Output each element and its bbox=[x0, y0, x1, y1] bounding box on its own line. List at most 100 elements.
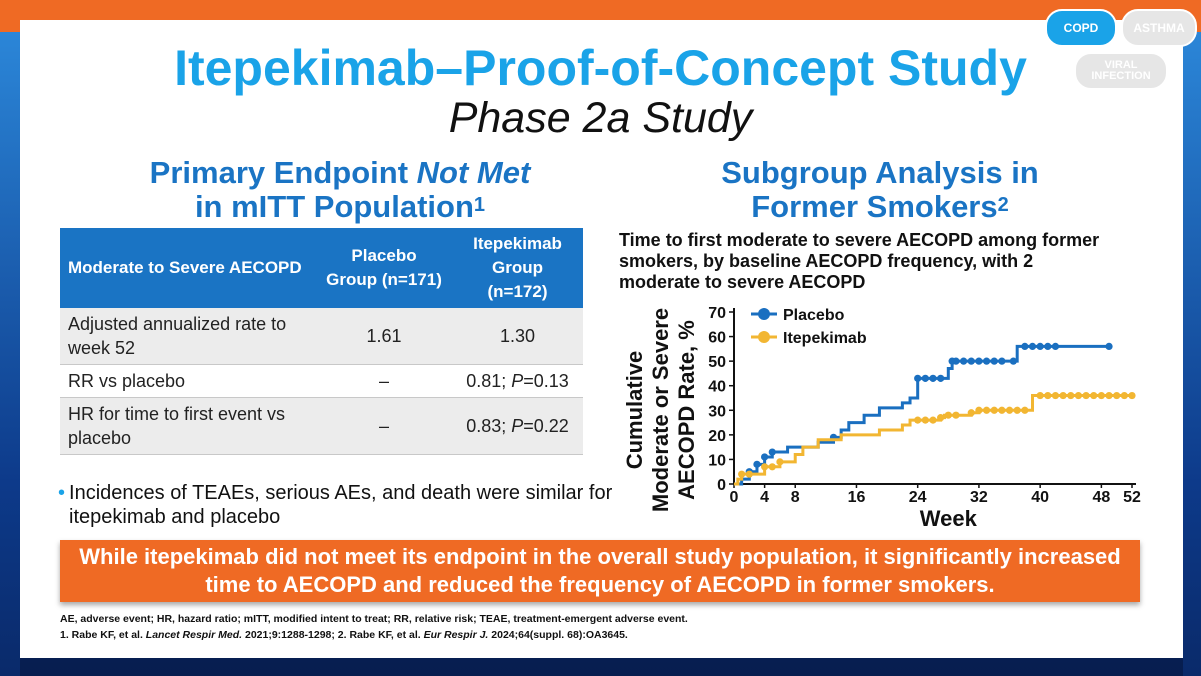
y-tick-label: 30 bbox=[708, 403, 726, 420]
legend-marker bbox=[758, 331, 770, 343]
row-placebo-value: – bbox=[316, 364, 452, 398]
kaplan-meier-chart: Cumulative Moderate or Severe AECOPD Rate,… bbox=[622, 305, 1141, 531]
tag-asthma-label: ASTHMA bbox=[1133, 20, 1185, 35]
table-row: RR vs placebo – 0.81; P=0.13 bbox=[60, 364, 583, 398]
data-point bbox=[1044, 342, 1052, 350]
left-heading-line2: in mITT Population bbox=[194, 189, 474, 224]
y-tick-label: 0 bbox=[717, 477, 726, 494]
rr-value: 0.81; bbox=[466, 371, 512, 391]
data-point bbox=[998, 406, 1006, 414]
data-point bbox=[1067, 391, 1075, 400]
data-point bbox=[745, 470, 753, 478]
y-tick-label: 20 bbox=[708, 428, 726, 445]
data-point bbox=[761, 453, 769, 461]
left-edge-decoration bbox=[0, 32, 20, 676]
data-point bbox=[1013, 406, 1021, 414]
x-tick-label: 24 bbox=[909, 489, 927, 506]
data-point bbox=[967, 409, 975, 417]
x-tick-label: 32 bbox=[970, 489, 988, 506]
p-symbol: P bbox=[511, 371, 524, 391]
table-header-row: Moderate to Severe AECOPD Placebo Group … bbox=[60, 228, 583, 308]
table-row: HR for time to first event vs placebo – … bbox=[60, 397, 583, 455]
right-heading-ref: 2 bbox=[997, 194, 1009, 216]
rr-p-value: =0.13 bbox=[523, 371, 569, 391]
y-tick-label: 10 bbox=[708, 452, 726, 469]
conclusion-banner: While itepekimab did not meet its endpoi… bbox=[60, 540, 1140, 602]
x-axis-label: Week bbox=[920, 506, 978, 531]
y-tick-label: 70 bbox=[708, 305, 726, 322]
data-point bbox=[967, 357, 975, 365]
data-point bbox=[1090, 391, 1098, 400]
data-point bbox=[1021, 406, 1029, 414]
table-header-itepekimab: Itepekimab Group (n=172) bbox=[452, 228, 583, 308]
data-point bbox=[1113, 391, 1121, 400]
data-point bbox=[1120, 391, 1128, 400]
data-point bbox=[761, 463, 769, 471]
right-edge-decoration bbox=[1183, 32, 1201, 676]
data-point bbox=[1105, 391, 1113, 400]
chart-title: Time to first moderate to severe AECOPD … bbox=[619, 230, 1100, 292]
y-tick-label: 40 bbox=[708, 379, 726, 396]
series-group bbox=[734, 342, 1136, 486]
bullet-point: • Incidences of TEAEs, serious AEs, and d… bbox=[58, 481, 618, 529]
ref-part: 2024;64(suppl. 68):OA3645. bbox=[488, 629, 628, 641]
data-point bbox=[998, 357, 1006, 365]
table-header-placebo: Placebo Group (n=171) bbox=[316, 228, 452, 308]
data-point bbox=[1005, 406, 1014, 414]
x-tick-label: 52 bbox=[1123, 489, 1141, 506]
data-point bbox=[1021, 342, 1029, 350]
table-row: Adjusted annualized rate to week 52 1.61… bbox=[60, 308, 583, 365]
data-point bbox=[768, 463, 776, 471]
data-point bbox=[753, 460, 761, 468]
legend-item: Itepekimab bbox=[751, 330, 867, 347]
ref-part: 1. Rabe KF, et al. bbox=[60, 629, 146, 641]
data-point bbox=[944, 411, 952, 419]
ref-journal: Lancet Respir Med. bbox=[145, 629, 243, 641]
legend-label: Itepekimab bbox=[783, 330, 867, 347]
x-tick-label: 48 bbox=[1092, 489, 1110, 506]
data-point bbox=[982, 406, 991, 414]
series-itepekimab bbox=[734, 391, 1136, 486]
tag-asthma[interactable]: ASTHMA bbox=[1121, 9, 1197, 47]
right-section-heading: Subgroup Analysis in Former Smokers2 bbox=[640, 156, 1120, 224]
tag-copd-label: COPD bbox=[1063, 20, 1099, 35]
hr-p-value: =0.22 bbox=[523, 416, 569, 436]
row-itepekimab-value: 1.30 bbox=[452, 308, 583, 365]
legend-item: Placebo bbox=[751, 307, 845, 324]
y-axis-label-line: Moderate or Severe bbox=[648, 308, 673, 512]
data-point bbox=[1082, 391, 1090, 400]
data-point bbox=[914, 374, 922, 382]
series-line bbox=[734, 394, 1132, 486]
left-heading-ref: 1 bbox=[473, 194, 486, 216]
y-axis-label-line: AECOPD Rate, % bbox=[674, 320, 699, 500]
tag-viral-infection[interactable]: VIRAL INFECTION bbox=[1074, 52, 1168, 90]
data-point bbox=[952, 357, 960, 365]
data-point bbox=[990, 357, 998, 365]
hr-value: 0.83; bbox=[466, 416, 512, 436]
data-point bbox=[1074, 391, 1083, 400]
y-tick-label: 60 bbox=[708, 330, 726, 347]
x-tick-label: 4 bbox=[760, 489, 769, 506]
data-point bbox=[960, 357, 968, 365]
tag-viral-label-line1: VIRAL bbox=[1104, 59, 1138, 71]
legend-marker bbox=[758, 308, 770, 320]
data-point bbox=[1028, 342, 1037, 350]
row-label: HR for time to first event vs placebo bbox=[60, 397, 316, 455]
x-tick-label: 40 bbox=[1031, 489, 1049, 506]
x-tick-label: 8 bbox=[791, 489, 800, 506]
row-placebo-value: – bbox=[316, 397, 452, 455]
left-heading-emphasis: Not Met bbox=[416, 155, 531, 190]
legend-label: Placebo bbox=[783, 307, 845, 324]
ref-part: 2021;9:1288-1298; 2. Rabe KF, et al. bbox=[242, 629, 424, 641]
row-itepekimab-value: 0.81; P=0.13 bbox=[452, 364, 583, 398]
data-point bbox=[1051, 391, 1060, 400]
data-point bbox=[921, 416, 929, 424]
data-point bbox=[975, 406, 983, 414]
slide-title: Itepekimab–Proof-of-Concept Study bbox=[174, 40, 1027, 96]
tag-viral-label-line2: INFECTION bbox=[1091, 70, 1151, 82]
legend: Placebo Itepekimab bbox=[751, 307, 867, 347]
data-point bbox=[1044, 391, 1052, 400]
right-heading-line1: Subgroup Analysis in bbox=[721, 155, 1039, 190]
tag-copd[interactable]: COPD bbox=[1045, 9, 1117, 47]
